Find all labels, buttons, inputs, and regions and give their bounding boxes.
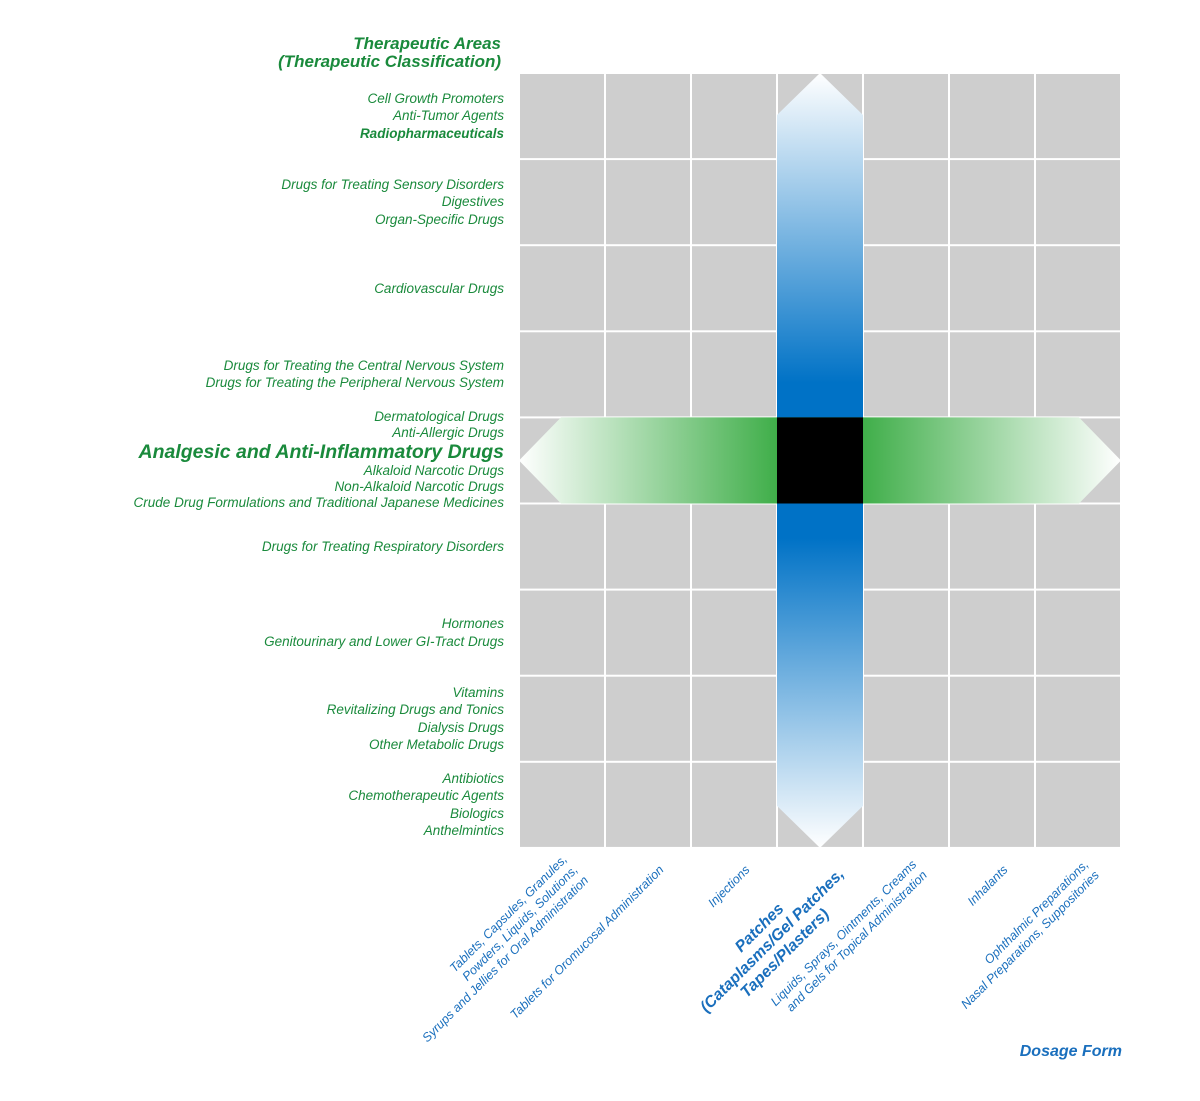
grid-cell (692, 504, 776, 589)
grid-cell (520, 332, 604, 417)
grid-cell (950, 74, 1034, 159)
y-label: Drugs for Treating the Central Nervous S… (223, 357, 504, 373)
grid-cell (606, 74, 690, 159)
grid-cell (520, 762, 604, 847)
grid-cell (864, 160, 948, 245)
grid-cell (1036, 74, 1120, 159)
grid-cell (1036, 590, 1120, 675)
y-label: Anthelmintics (423, 823, 504, 839)
y-label: Hormones (441, 616, 504, 632)
x-axis-title: Dosage Form (1019, 1043, 1122, 1060)
grid-cell (692, 74, 776, 159)
y-label: Alkaloid Narcotic Drugs (363, 463, 504, 479)
grid-cell (606, 762, 690, 847)
grid-cell (692, 590, 776, 675)
y-label: Cardiovascular Drugs (374, 280, 504, 296)
y-label: Organ-Specific Drugs (374, 211, 504, 227)
grid-cell (692, 762, 776, 847)
grid-cell (1036, 332, 1120, 417)
y-label: Dermatological Drugs (374, 409, 504, 425)
y-label: Anti-Allergic Drugs (392, 425, 504, 441)
grid-cell (950, 246, 1034, 331)
y-label: Biologics (449, 805, 504, 821)
grid-cell (692, 332, 776, 417)
grid-cell (520, 160, 604, 245)
y-label: Digestives (441, 194, 504, 210)
grid-cell (864, 332, 948, 417)
grid-cell (950, 332, 1034, 417)
grid-cell (1036, 246, 1120, 331)
grid-cell (692, 246, 776, 331)
grid-cell (606, 160, 690, 245)
grid-cell (692, 676, 776, 761)
y-label: Antibiotics (442, 770, 504, 786)
y-label-highlighted: Analgesic and Anti-Inflammatory Drugs (138, 441, 504, 464)
y-label: Chemotherapeutic Agents (348, 788, 504, 804)
grid-cell (950, 676, 1034, 761)
grid-cell (520, 676, 604, 761)
grid-cell (606, 332, 690, 417)
y-label: Radiopharmaceuticals (359, 125, 504, 141)
grid-cell (520, 504, 604, 589)
y-label: Non-Alkaloid Narcotic Drugs (334, 479, 504, 495)
y-label: Dialysis Drugs (417, 719, 504, 735)
y-label: Genitourinary and Lower GI-Tract Drugs (264, 633, 504, 649)
y-label: Drugs for Treating Sensory Disorders (281, 176, 504, 192)
grid-cell (864, 74, 948, 159)
y-axis-title-line1: Therapeutic Areas (353, 34, 501, 53)
grid-cell (606, 246, 690, 331)
grid-cell (864, 590, 948, 675)
grid-cell (1036, 504, 1120, 589)
grid-cell (606, 676, 690, 761)
grid-cell (950, 504, 1034, 589)
intersection-cell (777, 417, 863, 504)
grid-cell (1036, 676, 1120, 761)
y-label: Drugs for Treating Respiratory Disorders (261, 538, 504, 554)
grid-cell (950, 160, 1034, 245)
grid-cell (950, 762, 1034, 847)
grid-cell (864, 504, 948, 589)
y-label: Cell Growth Promoters (367, 90, 504, 106)
grid-cell (520, 246, 604, 331)
y-label: Drugs for Treating the Peripheral Nervou… (205, 375, 504, 391)
grid-cell (950, 590, 1034, 675)
y-axis-title-line2: (Therapeutic Classification) (278, 52, 501, 71)
grid-cell (1036, 160, 1120, 245)
y-label: Other Metabolic Drugs (368, 737, 504, 753)
grid-cell (692, 160, 776, 245)
y-label: Revitalizing Drugs and Tonics (326, 702, 504, 718)
grid-cell (864, 762, 948, 847)
y-label: Anti-Tumor Agents (392, 108, 504, 124)
grid-cell (520, 590, 604, 675)
grid-cell (864, 676, 948, 761)
grid-cell (606, 504, 690, 589)
grid-cell (864, 246, 948, 331)
y-label: Vitamins (452, 684, 504, 700)
grid-cell (1036, 762, 1120, 847)
y-label: Crude Drug Formulations and Traditional … (133, 495, 504, 511)
grid-cell (606, 590, 690, 675)
grid-cell (520, 74, 604, 159)
